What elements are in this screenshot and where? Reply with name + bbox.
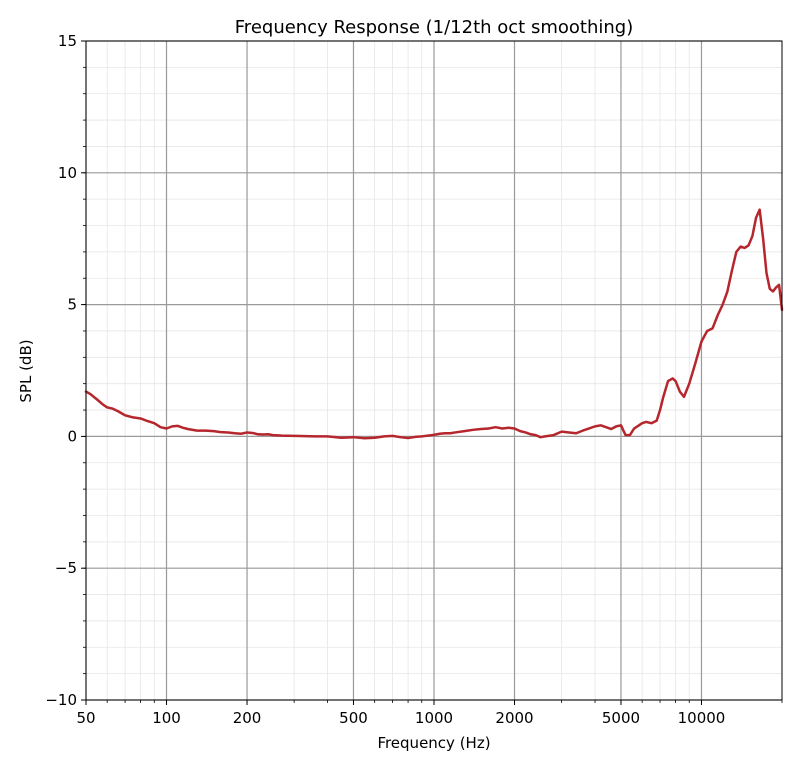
- y-tick-label: 15: [58, 32, 77, 50]
- series-layer: [84, 208, 784, 440]
- x-axis-label: Frequency (Hz): [377, 734, 490, 752]
- y-tick-label: 0: [67, 427, 77, 445]
- axis-ticks: [81, 40, 783, 705]
- x-tick-label: 500: [339, 709, 368, 727]
- x-tick-label: 5000: [602, 709, 640, 727]
- x-tick-label: 2000: [495, 709, 533, 727]
- y-tick-label: 10: [58, 164, 77, 182]
- tick-labels: 50 100 200 500 1000 2000 5000 10000 −10 −5 0 5 10 15: [45, 32, 725, 727]
- x-tick-label: 200: [233, 709, 262, 727]
- chart-title: Frequency Response (1/12th oct smoothing…: [235, 17, 633, 38]
- x-tick-label: 10000: [678, 709, 726, 727]
- series-line: [84, 208, 784, 440]
- y-tick-label: −5: [55, 559, 77, 577]
- y-tick-label: −10: [45, 691, 77, 709]
- x-tick-label: 100: [152, 709, 181, 727]
- x-tick-label: 50: [76, 709, 95, 727]
- y-axis-label: SPL (dB): [17, 339, 35, 402]
- y-tick-label: 5: [67, 296, 77, 314]
- x-tick-label: 1000: [415, 709, 453, 727]
